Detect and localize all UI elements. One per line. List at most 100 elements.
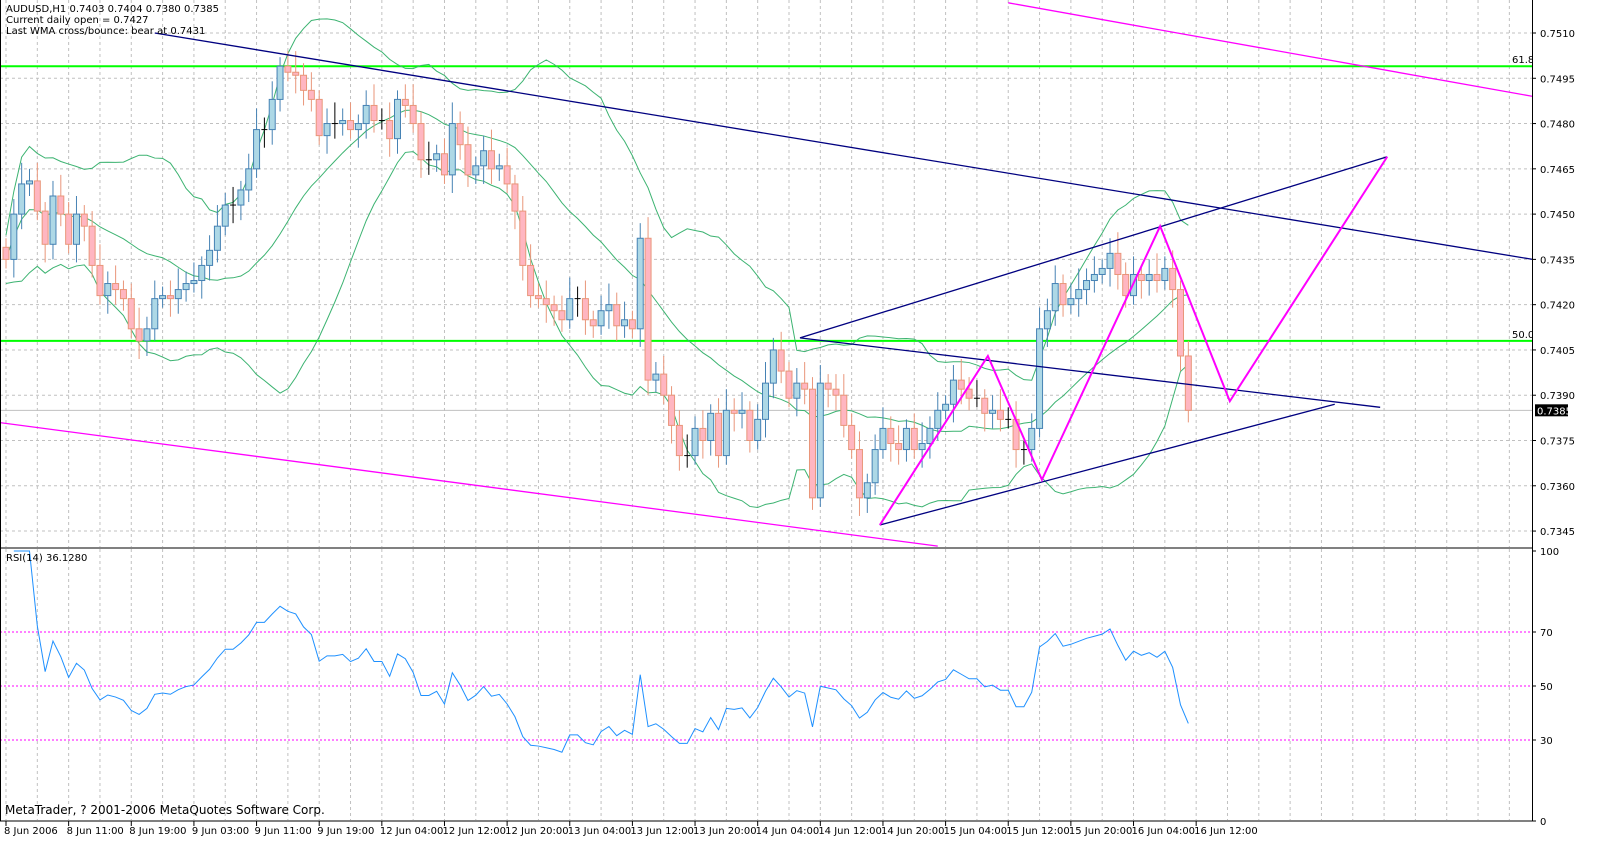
candle-bear <box>417 123 425 161</box>
candle-bull <box>151 298 159 330</box>
time-tick-label: 12 Jun 20:00 <box>505 826 569 837</box>
candle-bear <box>33 180 41 212</box>
candle-bull <box>253 129 261 170</box>
fib-level-label: 61.8 <box>1512 55 1534 66</box>
rsi-line <box>13 550 1189 753</box>
candle-bull <box>206 249 214 266</box>
candle-bear <box>957 379 965 390</box>
candle-bull <box>926 427 934 445</box>
price-tick-label: 0.7480 <box>1540 120 1575 131</box>
candle-bull <box>879 427 887 451</box>
candle-bear <box>456 123 464 146</box>
candle-bull <box>25 180 33 185</box>
candle-bull <box>323 123 331 137</box>
candle-bull <box>104 283 112 297</box>
candle-bear <box>464 144 472 176</box>
rsi-panel[interactable] <box>0 550 1532 753</box>
candle-bear <box>996 409 1004 420</box>
candle-bull <box>495 165 503 170</box>
price-tick-label: 0.7360 <box>1540 482 1575 493</box>
candle-bear <box>699 427 707 441</box>
candle-bull <box>621 319 629 327</box>
candle-bear <box>628 319 636 330</box>
time-tick-label: 14 Jun 12:00 <box>818 826 882 837</box>
candle-bull <box>480 150 488 167</box>
candle-bull <box>1043 310 1051 330</box>
candle-bull <box>652 373 660 381</box>
candle-bull <box>754 418 762 441</box>
candle-bull <box>1028 427 1036 451</box>
time-tick-label: 16 Jun 12:00 <box>1194 826 1258 837</box>
zigzag-pattern <box>878 156 1389 526</box>
time-tick-label: 16 Jun 04:00 <box>1132 826 1196 837</box>
candle-bull <box>472 165 480 176</box>
candle-bear <box>1153 273 1161 282</box>
candle-bull <box>190 280 198 285</box>
time-tick-label: 15 Jun 12:00 <box>1006 826 1070 837</box>
candle-bull <box>816 382 824 499</box>
candle-bull <box>339 120 347 125</box>
wma-cross-label: Last WMA cross/bounce: bear at 0.7431 <box>6 26 206 37</box>
candle-bear <box>730 409 738 414</box>
current-price-label: 0.7385 <box>1537 406 1572 417</box>
trendline <box>1008 2 1532 97</box>
bollinger-middle <box>5 109 1189 432</box>
candle-bear <box>895 443 903 451</box>
candle-bear <box>660 373 668 396</box>
candle-bull <box>182 283 190 291</box>
candle-bull <box>762 382 770 420</box>
candle-bear <box>409 104 417 125</box>
candle-bear <box>401 98 409 106</box>
candle-bull <box>268 98 276 131</box>
candle-bull <box>72 213 80 245</box>
candle-bear <box>840 394 848 426</box>
candle-bull <box>1036 328 1044 429</box>
time-tick-label: 8 Jun 2006 <box>4 826 58 837</box>
candle-bear <box>785 370 793 399</box>
candle-bear <box>581 298 589 321</box>
candle-bear <box>613 304 621 327</box>
candle-bear <box>542 298 550 306</box>
candle-bear <box>112 283 120 291</box>
rsi-tick-label: 30 <box>1540 736 1553 747</box>
candle-bull <box>934 409 942 429</box>
candle-bear <box>777 349 785 372</box>
candle-bull <box>989 409 997 414</box>
candle-bull <box>143 328 151 342</box>
candle-bull <box>18 183 26 215</box>
candle-bull <box>1145 273 1153 282</box>
trendline <box>799 156 1388 339</box>
trendline <box>0 421 938 547</box>
candle-bear <box>2 246 10 260</box>
candle-bear <box>644 237 652 381</box>
price-tick-label: 0.7510 <box>1540 29 1575 40</box>
candle-bear <box>41 210 49 245</box>
candle-bear <box>558 310 566 321</box>
candle-bull <box>448 123 456 176</box>
candle-bull <box>1075 289 1083 300</box>
symbol-ohlc-label: AUDUSD,H1 0.7403 0.7404 0.7380 0.7385 <box>6 4 219 15</box>
candle-bear <box>370 104 378 122</box>
candle-bull <box>1106 252 1114 269</box>
price-tick-label: 0.7375 <box>1540 436 1575 447</box>
bollinger-upper <box>5 18 1189 381</box>
price-panel[interactable]: 61.8 50.0 <box>0 2 1534 547</box>
time-tick-label: 12 Jun 12:00 <box>442 826 506 837</box>
candle-bear <box>315 98 323 137</box>
bollinger-lower <box>5 151 1189 508</box>
time-tick-label: 9 Jun 11:00 <box>255 826 312 837</box>
candle-bull <box>902 427 910 451</box>
candle-bull <box>198 264 206 282</box>
candle-bear <box>550 304 558 312</box>
time-tick-label: 8 Jun 19:00 <box>129 826 186 837</box>
time-tick-label: 15 Jun 20:00 <box>1069 826 1133 837</box>
candle-bear <box>487 150 495 170</box>
time-tick-label: 14 Jun 20:00 <box>881 826 945 837</box>
candle-bull <box>793 382 801 399</box>
candle-bear <box>1122 273 1130 297</box>
candle-bear <box>511 183 519 212</box>
candle-bear <box>386 120 394 140</box>
axes: 0.7510 0.7495 0.7480 0.7465 0.7450 0.7435 0.74… <box>0 0 1575 837</box>
price-tick-label: 0.7420 <box>1540 301 1575 312</box>
